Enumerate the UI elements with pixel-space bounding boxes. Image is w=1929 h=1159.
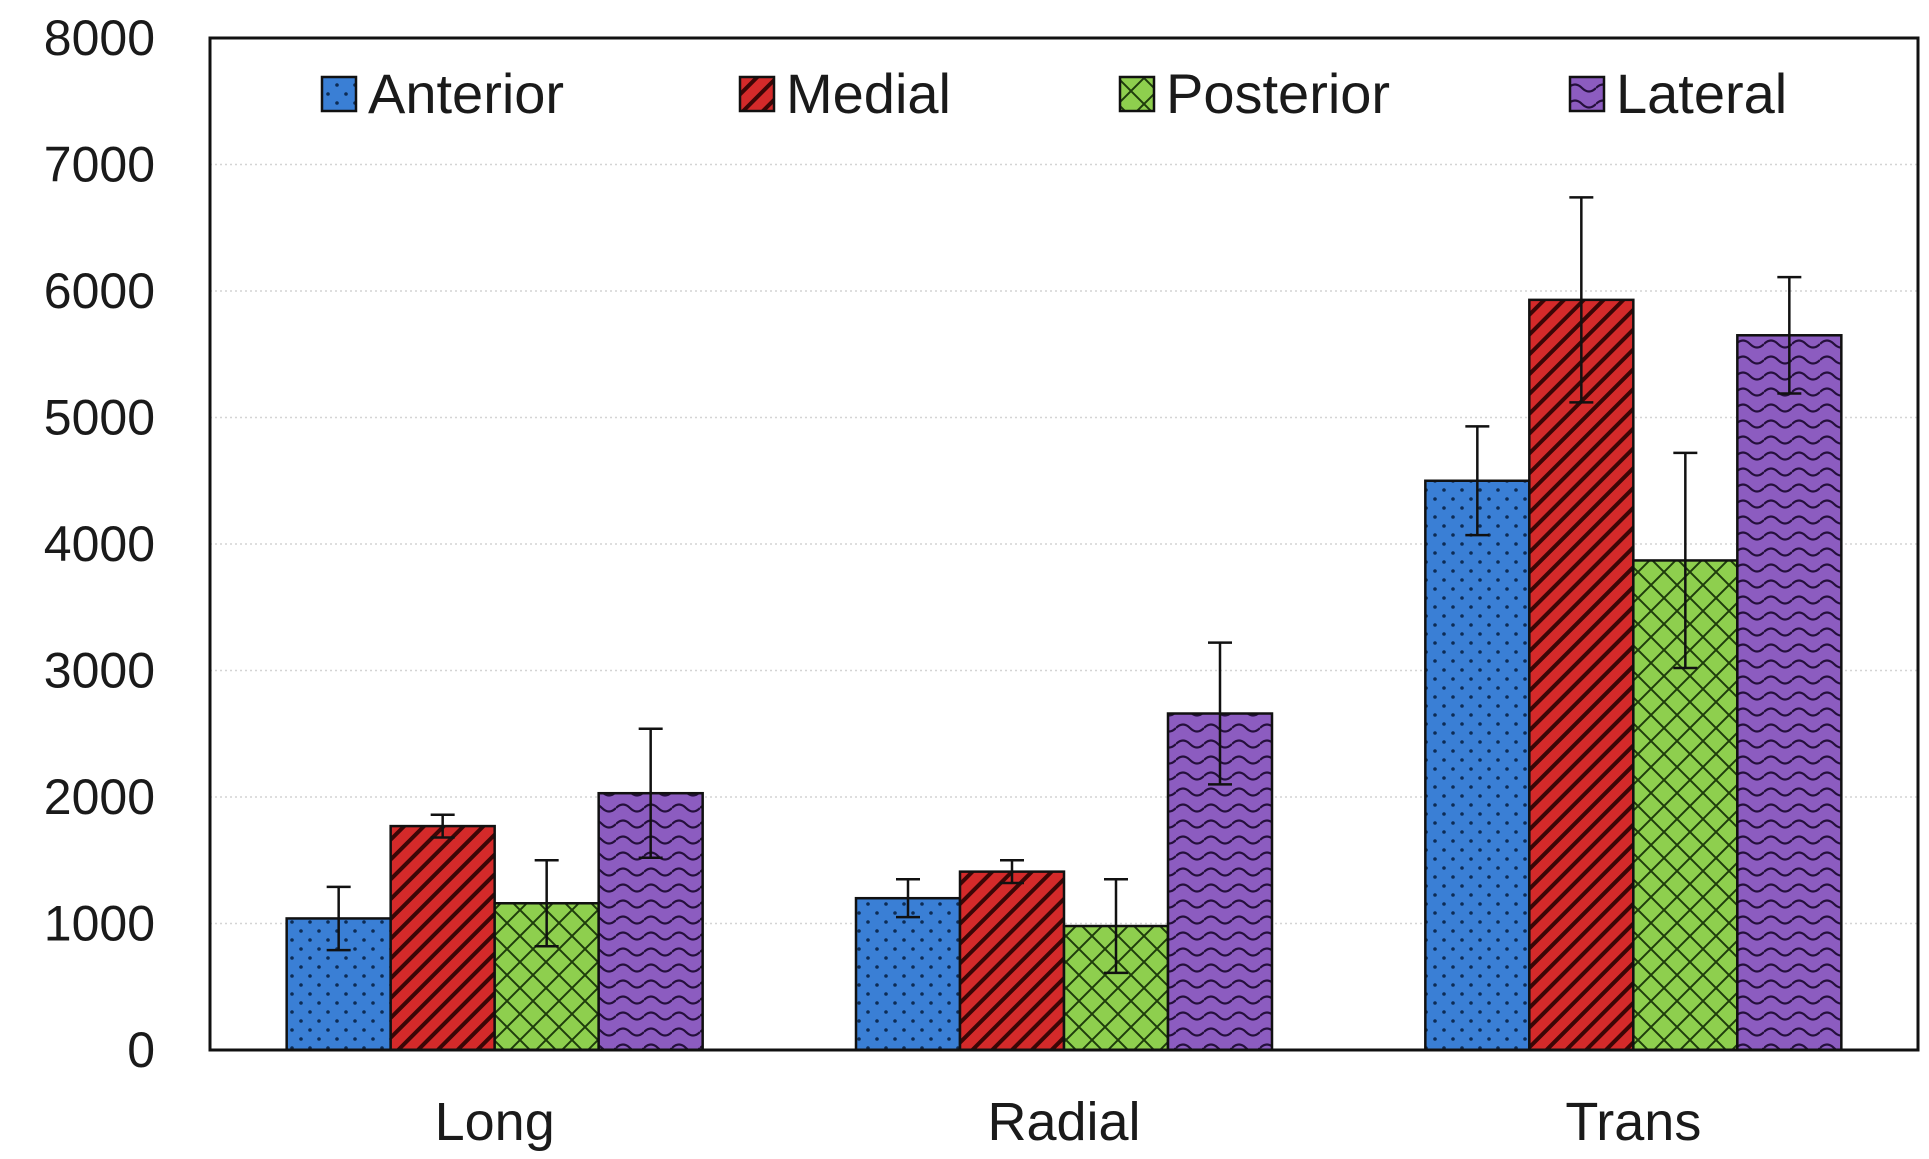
y-axis-ticks: 0 1000 2000 3000 4000 5000 6000 7000 8000 [44,10,155,1078]
plot-frame [208,36,1920,1052]
y-tick-label: 1000 [44,896,155,952]
bar-anterior-trans [1424,479,1531,1052]
bar-anterior-radial [854,896,962,1052]
legend: Anterior Medial Posterior Lateral [320,62,1787,125]
bar-lateral-trans [1736,334,1843,1052]
error-bar-medial-long [430,813,455,839]
error-bar-lateral-trans [1777,275,1802,395]
bars [285,298,1843,1052]
legend-label: Posterior [1166,62,1390,125]
bar-medial-radial [958,870,1066,1052]
legend-item-lateral: Lateral [1568,62,1787,125]
error-bar-anterior-radial [896,877,920,919]
error-bars [326,196,1802,975]
y-tick-label: 3000 [44,643,155,699]
error-bar-posterior-long [534,859,559,948]
legend-item-medial: Medial [738,62,951,125]
bar-medial-long [389,824,496,1052]
error-bar-posterior-trans [1673,451,1698,670]
error-bar-medial-radial [1000,859,1024,885]
legend-swatch-posterior [1118,75,1156,113]
legend-label: Anterior [368,62,564,125]
y-tick-label: 5000 [44,390,155,446]
legend-item-posterior: Posterior [1118,62,1390,125]
y-tick-label: 7000 [44,137,155,193]
y-tick-label: 0 [127,1022,155,1078]
legend-item-anterior: Anterior [320,62,564,125]
y-tick-label: 8000 [44,10,155,66]
bar-medial-trans [1528,298,1635,1052]
legend-label: Lateral [1616,62,1787,125]
x-axis-labels: Long Radial Trans [435,1092,1702,1152]
legend-swatch-medial [738,75,776,113]
x-category-label: Trans [1565,1092,1701,1152]
legend-swatch-lateral [1568,75,1606,113]
error-bar-anterior-long [326,885,351,952]
error-bar-lateral-radial [1208,641,1232,786]
legend-swatch-anterior [320,75,358,113]
error-bar-posterior-radial [1104,877,1128,975]
error-bar-anterior-trans [1465,425,1490,537]
error-bar-lateral-long [638,727,663,859]
x-category-label: Long [435,1092,555,1152]
x-category-label: Radial [987,1092,1140,1152]
legend-label: Medial [786,62,951,125]
y-tick-label: 2000 [44,769,155,825]
error-bar-medial-trans [1569,196,1594,404]
y-tick-label: 6000 [44,263,155,319]
y-tick-label: 4000 [44,516,155,572]
